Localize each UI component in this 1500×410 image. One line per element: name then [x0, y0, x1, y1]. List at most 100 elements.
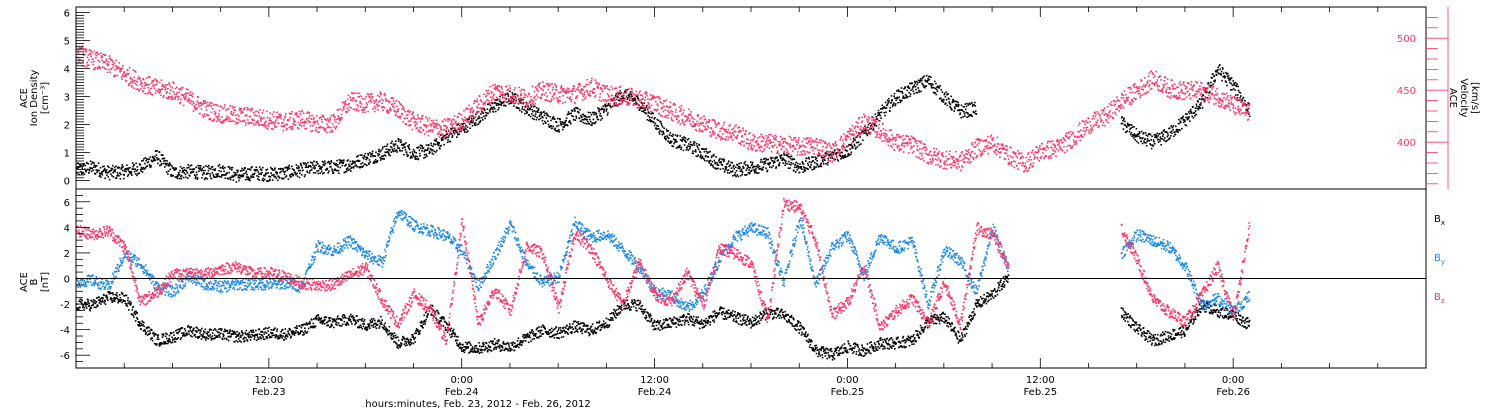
density-point: [330, 166, 332, 168]
density-point: [1157, 141, 1160, 143]
density-point: [670, 141, 672, 144]
density-point: [955, 105, 958, 107]
density-point: [283, 171, 285, 173]
velocity-point: [448, 133, 450, 135]
density-point: [726, 163, 728, 166]
density-point: [166, 162, 169, 165]
density-point: [855, 147, 857, 149]
velocity-point: [868, 131, 870, 133]
velocity-point: [856, 125, 859, 128]
velocity-point: [220, 106, 223, 108]
density-point: [844, 156, 846, 158]
velocity-point: [893, 149, 896, 151]
velocity-point: [601, 90, 604, 92]
density-point: [310, 168, 313, 171]
velocity-point: [526, 105, 528, 108]
velocity-point: [485, 89, 487, 92]
velocity-point: [453, 119, 455, 121]
density-point: [656, 124, 658, 127]
velocity-point: [601, 88, 603, 90]
density-point: [324, 162, 327, 165]
velocity-point: [464, 119, 467, 121]
density-point: [573, 107, 575, 110]
velocity-point: [216, 120, 218, 123]
velocity-point: [556, 100, 559, 102]
density-point: [941, 100, 943, 103]
velocity-point: [618, 94, 620, 96]
velocity-point: [508, 84, 511, 87]
density-point: [1179, 129, 1181, 132]
velocity-point: [689, 123, 692, 125]
density-point: [744, 164, 747, 166]
density-point: [456, 132, 459, 134]
density-point: [734, 172, 737, 174]
velocity-point: [121, 67, 124, 69]
density-point: [361, 154, 363, 156]
density-point: [1168, 127, 1171, 129]
velocity-point: [805, 142, 808, 144]
velocity-point: [102, 53, 104, 56]
velocity-point: [143, 84, 146, 87]
density-point: [1210, 81, 1212, 84]
density-point: [536, 116, 538, 119]
velocity-point: [366, 93, 369, 95]
velocity-point: [849, 130, 851, 132]
density-point: [599, 114, 601, 117]
density-point: [928, 83, 930, 85]
density-point: [1236, 83, 1238, 85]
density-point: [127, 173, 130, 176]
density-point: [76, 172, 78, 174]
velocity-point: [153, 87, 156, 89]
density-point: [687, 137, 690, 140]
velocity-point: [762, 136, 765, 139]
density-point: [475, 113, 477, 115]
density-point: [396, 145, 399, 147]
density-point: [640, 101, 642, 104]
density-point: [966, 116, 968, 118]
density-point: [459, 124, 461, 127]
velocity-point: [800, 151, 802, 153]
density-point: [711, 155, 713, 157]
density-point: [793, 170, 795, 172]
velocity-point: [816, 137, 818, 140]
velocity-point: [203, 113, 206, 115]
velocity-point: [868, 127, 871, 130]
velocity-point: [237, 118, 240, 121]
velocity-point: [245, 114, 248, 116]
velocity-point: [532, 100, 535, 103]
density-point: [682, 138, 685, 140]
density-point: [609, 105, 612, 107]
velocity-point: [565, 92, 567, 95]
density-point: [635, 101, 637, 104]
velocity-point: [570, 98, 573, 101]
velocity-point: [83, 65, 86, 67]
velocity-point: [928, 163, 930, 165]
density-point: [647, 111, 650, 113]
velocity-point: [438, 124, 440, 126]
velocity-point: [801, 153, 803, 155]
velocity-point: [658, 112, 661, 115]
velocity-point: [796, 154, 799, 156]
density-point: [300, 165, 303, 167]
velocity-point: [697, 114, 699, 117]
density-point: [82, 172, 84, 174]
density-point: [662, 130, 664, 133]
velocity-point: [157, 90, 160, 93]
velocity-point: [381, 106, 383, 109]
velocity-point: [472, 109, 474, 112]
density-point: [795, 166, 798, 169]
velocity-point: [238, 109, 241, 112]
velocity-point: [261, 112, 264, 114]
density-point: [738, 162, 740, 165]
velocity-point: [908, 142, 911, 145]
velocity-point: [719, 130, 721, 133]
density-point: [1234, 89, 1236, 91]
density-point: [613, 97, 615, 99]
velocity-point: [727, 128, 730, 131]
density-point: [909, 82, 911, 85]
density-point: [850, 153, 852, 156]
velocity-point: [87, 64, 90, 67]
density-point: [1145, 134, 1148, 136]
velocity-point: [381, 106, 384, 108]
density-point: [121, 166, 123, 169]
